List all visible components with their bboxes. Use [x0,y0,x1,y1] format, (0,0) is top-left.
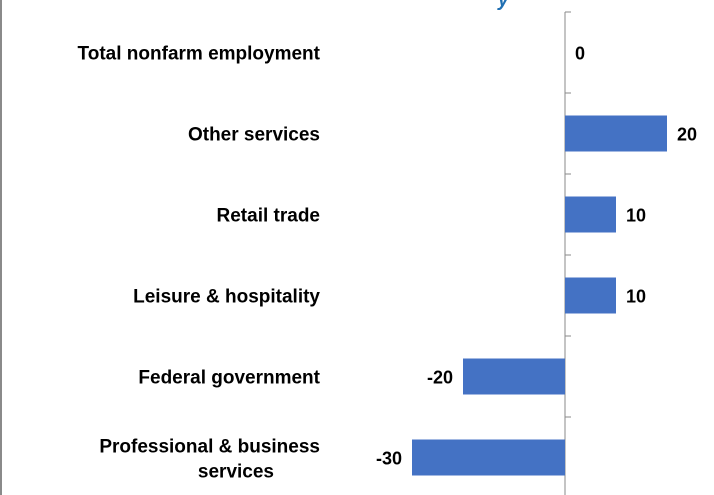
category-label: Professional & business services [99,437,320,483]
category-label: Retail trade [217,206,320,227]
data-label: 10 [626,287,646,307]
bar [463,358,565,395]
category-label: Federal government [138,368,320,389]
bar [565,277,616,314]
data-label: -30 [376,449,402,469]
bars-layer [412,115,667,476]
data-label: -20 [427,368,453,388]
axis-layer [564,11,571,495]
category-label: Other services [188,125,320,146]
category-label: Total nonfarm employment [78,44,321,65]
bar [565,196,616,233]
bar [412,439,565,476]
data-label: 10 [626,206,646,226]
category-label: Leisure & hospitality [133,287,320,308]
chart-title-fragment: y [497,0,510,11]
data-label: 0 [575,44,585,64]
bar [565,115,667,152]
labels-layer: Total nonfarm employment 0 Other services 2… [78,44,697,483]
data-label: 20 [677,125,697,145]
